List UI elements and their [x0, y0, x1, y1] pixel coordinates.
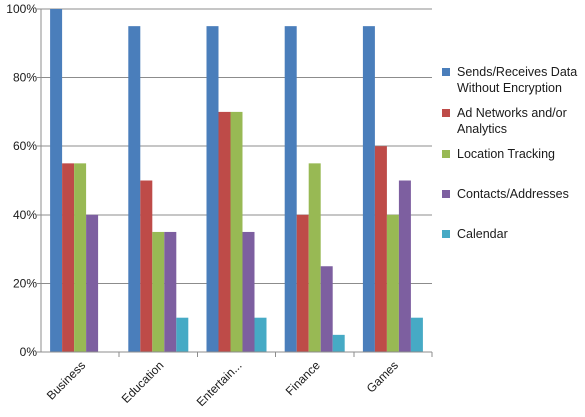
- bar: [308, 163, 321, 352]
- y-tick-label: 60%: [13, 139, 37, 153]
- bar: [386, 214, 399, 352]
- bar: [410, 317, 423, 352]
- x-tick-label: Education: [119, 358, 167, 406]
- x-tick-label: Business: [44, 358, 88, 402]
- x-tick-label: Finance: [283, 358, 323, 398]
- legend-item: Ad Networks and/or Analytics: [442, 105, 585, 137]
- y-axis-labels: 0% 20% 40% 60% 80% 100%: [6, 2, 37, 359]
- bar: [398, 180, 411, 352]
- legend-swatch: [442, 230, 450, 238]
- legend-item: Sends/Receives Data Without Encryption: [442, 64, 585, 96]
- x-tick-label: Entertain...: [194, 358, 245, 409]
- bar: [332, 334, 345, 352]
- bar: [362, 26, 375, 353]
- bar: [50, 9, 63, 352]
- x-axis-labels: Business Education Entertain... Finance Game…: [44, 358, 401, 409]
- bar: [152, 231, 165, 352]
- bar: [128, 26, 141, 353]
- legend-swatch: [442, 68, 450, 76]
- legend-label: Sends/Receives Data Without Encryption: [457, 65, 578, 95]
- bar: [218, 111, 231, 353]
- legend-swatch: [442, 190, 450, 198]
- bar: [206, 26, 219, 353]
- legend-label: Ad Networks and/or Analytics: [457, 106, 567, 136]
- bar: [62, 163, 75, 352]
- bar: [320, 266, 333, 352]
- bar: [86, 214, 99, 352]
- bar: [296, 214, 309, 352]
- y-tick-label: 0%: [20, 345, 38, 359]
- y-tick-label: 20%: [13, 276, 37, 290]
- legend-label: Contacts/Addresses: [457, 187, 569, 201]
- legend-item: Calendar: [442, 226, 585, 242]
- bar: [254, 317, 267, 352]
- x-tick-label: Games: [364, 358, 401, 395]
- bar: [242, 231, 255, 352]
- legend-swatch: [442, 150, 450, 158]
- bar: [230, 111, 243, 353]
- y-tick-label: 100%: [6, 2, 37, 16]
- legend-item: Location Tracking: [442, 146, 585, 162]
- y-tick-label: 80%: [13, 71, 37, 85]
- legend-label: Calendar: [457, 227, 508, 241]
- bar: [176, 317, 189, 352]
- bar: [140, 180, 153, 352]
- axes: [37, 8, 433, 357]
- bar: [374, 146, 387, 352]
- legend-item: Contacts/Addresses: [442, 186, 585, 202]
- bar: [284, 26, 297, 353]
- bar: [164, 231, 177, 352]
- bars: [50, 9, 423, 353]
- y-tick-label: 40%: [13, 208, 37, 222]
- legend-swatch: [442, 109, 450, 117]
- legend-label: Location Tracking: [457, 147, 555, 161]
- bar: [74, 163, 87, 352]
